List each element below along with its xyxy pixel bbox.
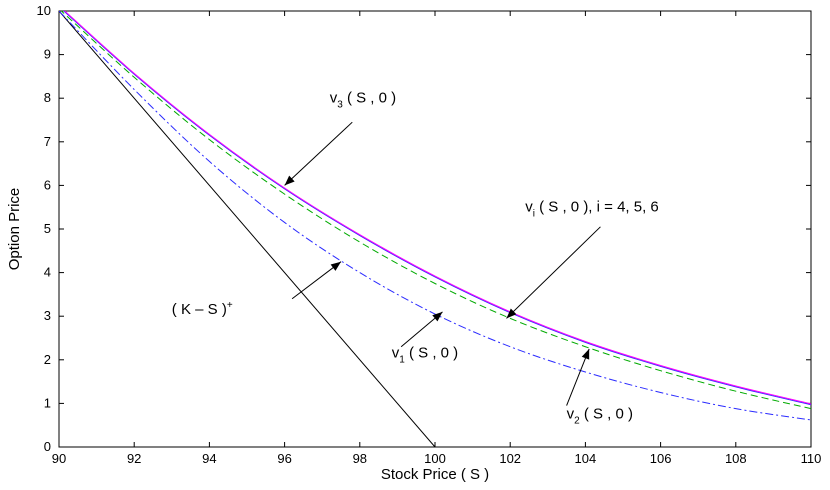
y-tick-label: 2 bbox=[44, 352, 51, 367]
annotation-arrow-line bbox=[284, 121, 353, 186]
annotation-layer: v3 ( S , 0 ) vi ( S , 0 ), i = 4, 5, 6 ( K… bbox=[172, 90, 659, 427]
x-tick-label: 108 bbox=[725, 451, 747, 466]
series-layer bbox=[59, 11, 811, 447]
annotation-label: v3 ( S , 0 ) bbox=[330, 90, 396, 111]
annotation-arrowhead bbox=[432, 311, 443, 322]
y-tick-label: 6 bbox=[44, 177, 51, 192]
annotation-arrow-line bbox=[291, 261, 342, 300]
annotation-arrowhead bbox=[581, 348, 590, 360]
x-axis-label: Stock Price ( S ) bbox=[381, 466, 489, 483]
annotation-arrowhead bbox=[330, 261, 341, 271]
annotation-ann-v1: v1 ( S , 0 ) bbox=[392, 311, 458, 366]
x-axis: 90 92 94 96 98 100 102 104 106 108 110 bbox=[52, 11, 822, 466]
y-tick-label: 4 bbox=[44, 265, 51, 280]
annotation-ann-vi: vi ( S , 0 ), i = 4, 5, 6 bbox=[506, 199, 659, 319]
y-tick-label: 5 bbox=[44, 221, 51, 236]
annotation-label: v2 ( S , 0 ) bbox=[567, 406, 633, 427]
annotation-label: vi ( S , 0 ), i = 4, 5, 6 bbox=[525, 199, 659, 220]
annotation-arrowhead bbox=[284, 175, 295, 186]
x-tick-label: 92 bbox=[127, 451, 141, 466]
x-tick-label: 100 bbox=[424, 451, 446, 466]
annotation-arrow-line bbox=[566, 348, 590, 406]
series-line-payoff bbox=[59, 11, 436, 447]
annotation-label: ( K – S )+ bbox=[172, 300, 233, 318]
annotation-ann-payoff: ( K – S )+ bbox=[172, 261, 342, 318]
x-tick-label: 96 bbox=[277, 451, 291, 466]
x-tick-label: 110 bbox=[801, 451, 822, 466]
y-axis: 0 1 2 3 4 5 6 7 8 9 10 bbox=[37, 3, 811, 454]
y-tick-label: 9 bbox=[44, 47, 51, 62]
y-tick-label: 10 bbox=[37, 3, 51, 18]
plot-area bbox=[58, 10, 812, 448]
x-tick-label: 106 bbox=[650, 451, 672, 466]
series-line-v2 bbox=[60, 11, 811, 410]
annotation-ann-v2: v2 ( S , 0 ) bbox=[566, 348, 633, 427]
y-axis-label: Option Price bbox=[6, 188, 23, 271]
x-tick-label: 90 bbox=[52, 451, 66, 466]
x-tick-label: 102 bbox=[499, 451, 521, 466]
y-tick-label: 0 bbox=[44, 439, 51, 454]
x-tick-label: 98 bbox=[353, 451, 367, 466]
y-tick-label: 8 bbox=[44, 90, 51, 105]
y-tick-label: 3 bbox=[44, 308, 51, 323]
annotation-ann-v3: v3 ( S , 0 ) bbox=[284, 90, 396, 186]
x-tick-label: 104 bbox=[575, 451, 597, 466]
annotation-arrow-line bbox=[506, 226, 601, 319]
series-line-v1 bbox=[59, 11, 811, 421]
y-tick-label: 1 bbox=[44, 395, 51, 410]
y-tick-label: 7 bbox=[44, 134, 51, 149]
x-tick-label: 94 bbox=[202, 451, 216, 466]
annotation-arrowhead bbox=[506, 308, 517, 319]
annotation-label: v1 ( S , 0 ) bbox=[392, 345, 458, 366]
series-line-v4to6 bbox=[64, 11, 811, 405]
series-line-v3 bbox=[63, 11, 811, 406]
